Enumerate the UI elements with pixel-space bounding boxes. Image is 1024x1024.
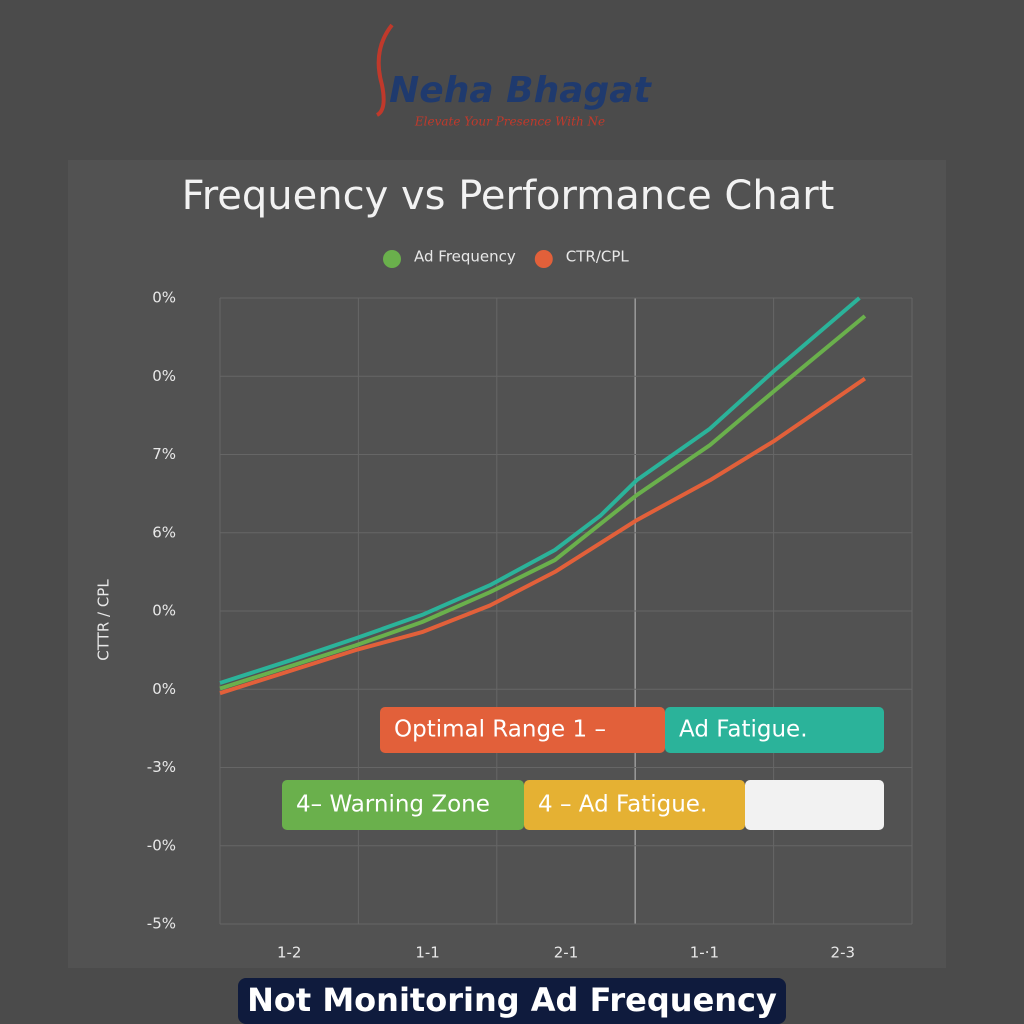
legend-label: Ad Frequency [414,248,516,266]
zone-label: 4– Warning Zone [296,792,490,818]
series-line [219,296,861,685]
x-tick-label: 2-3 [831,944,856,962]
zone-label: Ad Fatigue. [679,717,808,743]
x-tick-label: 1-1 [415,944,440,962]
x-tick-label: 1-·1 [690,944,719,962]
series-line [219,314,867,691]
legend-marker [534,250,553,268]
zone-box [282,780,524,830]
y-tick-label: 0% [152,289,176,307]
brand-tagline: Elevate Your Presence With Ne [414,115,605,129]
x-tick-label: 1-2 [277,944,302,962]
y-tick-label: 6% [152,523,176,541]
y-tick-label: -3% [147,758,176,776]
y-tick-label: -5% [147,915,176,933]
legend-label: CTR/CPL [566,248,630,266]
footer: Not Monitoring Ad Frequency [247,981,777,1019]
footer-box [238,978,786,1024]
y-tick-label: 0% [152,680,176,698]
chart-panel [68,160,946,968]
zone-box [380,707,665,753]
zone-box [524,780,745,830]
zone-label: Optimal Range 1 – [394,717,606,743]
series-line [219,376,867,696]
zone-box [665,707,884,753]
chart-title: Frequency vs Performance Chart [182,173,835,219]
zone-label: 4 – Ad Fatigue. [538,792,707,818]
x-tick-label: 2-1 [554,944,579,962]
y-tick-label: 7% [152,445,176,463]
y-tick-label: 0% [152,602,176,620]
y-tick-label: 0% [152,367,176,385]
zone-box [745,780,884,830]
y-axis-label: CTTR / CPL [95,579,113,661]
y-tick-label: -0% [147,836,176,854]
brand-name: Neha Bhagat [389,70,652,111]
legend-marker [383,250,401,268]
logo-icon [375,23,394,117]
